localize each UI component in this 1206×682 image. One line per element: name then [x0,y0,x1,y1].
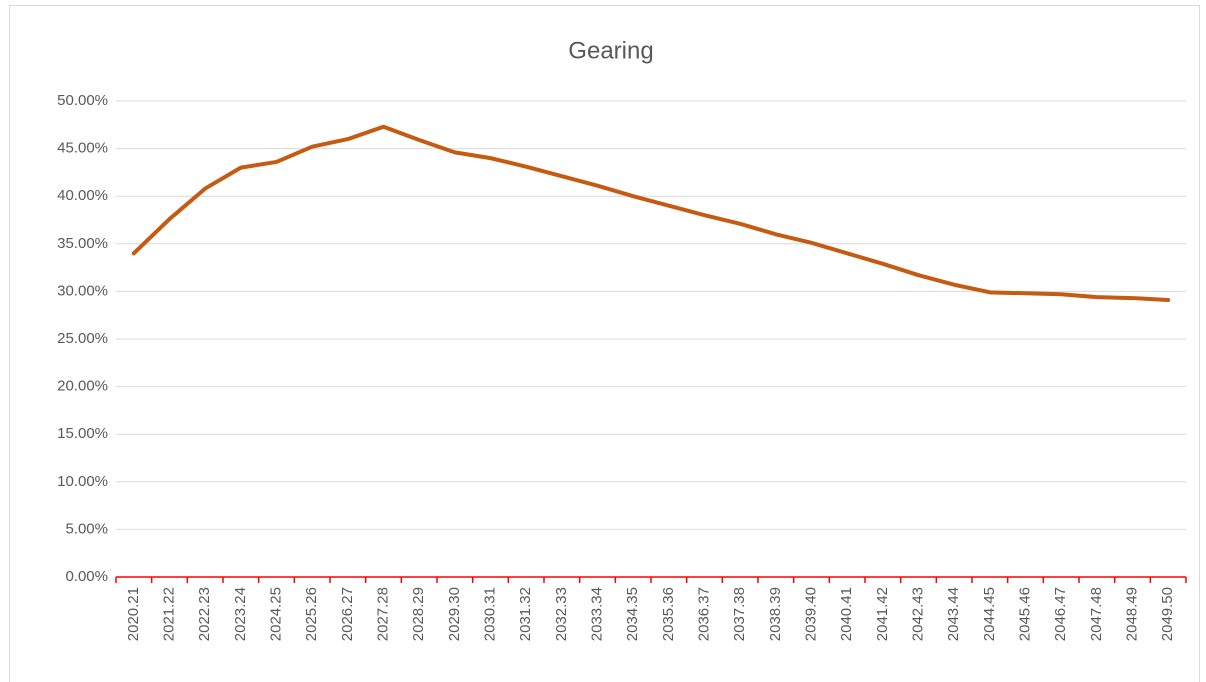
y-tick-label: 50.00% [57,92,108,109]
x-tick-label: 2046.47 [1052,587,1069,641]
y-tick-label: 0.00% [65,568,108,585]
x-tick-label: 2037.38 [731,587,748,641]
x-tick-label: 2025.26 [303,587,320,641]
x-tick-label: 2023.24 [232,587,249,641]
x-tick-label: 2038.39 [767,587,784,641]
x-tick-label: 2031.32 [517,587,534,641]
chart-title: Gearing [568,37,653,64]
x-tick-label: 2024.25 [267,587,284,641]
x-tick-label: 2034.35 [624,587,641,641]
y-tick-label: 40.00% [57,187,108,204]
y-tick-label: 5.00% [65,520,108,537]
x-tick-label: 2036.37 [695,587,712,641]
x-tick-label: 2021.22 [160,587,177,641]
x-tick-label: 2044.45 [981,587,998,641]
x-tick-label: 2030.31 [481,587,498,641]
x-tick-label: 2047.48 [1088,587,1105,641]
y-tick-label: 25.00% [57,330,108,347]
y-tick-label: 10.00% [57,473,108,490]
x-tick-label: 2041.42 [874,587,891,641]
y-tick-label: 30.00% [57,282,108,299]
y-tick-label: 15.00% [57,425,108,442]
x-tick-label: 2045.46 [1016,587,1033,641]
y-tick-label: 20.00% [57,378,108,395]
x-tick-label: 2020.21 [125,587,142,641]
x-tick-label: 2026.27 [339,587,356,641]
x-tick-label: 2032.33 [553,587,570,641]
x-tick-label: 2042.43 [909,587,926,641]
x-tick-label: 2022.23 [196,587,213,641]
x-tick-label: 2028.29 [410,587,427,641]
x-tick-label: 2049.50 [1159,587,1176,641]
x-tick-label: 2029.30 [446,587,463,641]
x-tick-label: 2035.36 [660,587,677,641]
x-tick-label: 2027.28 [374,587,391,641]
chart-border [9,5,1200,682]
y-tick-label: 35.00% [57,235,108,252]
line-series [131,124,1171,302]
y-tick-label: 45.00% [57,140,108,157]
x-tick-label: 2040.41 [838,587,855,641]
x-tick-label: 2048.49 [1123,587,1140,641]
x-tick-label: 2039.40 [802,587,819,641]
x-tick-label: 2043.44 [945,587,962,641]
x-tick-label: 2033.34 [588,587,605,641]
